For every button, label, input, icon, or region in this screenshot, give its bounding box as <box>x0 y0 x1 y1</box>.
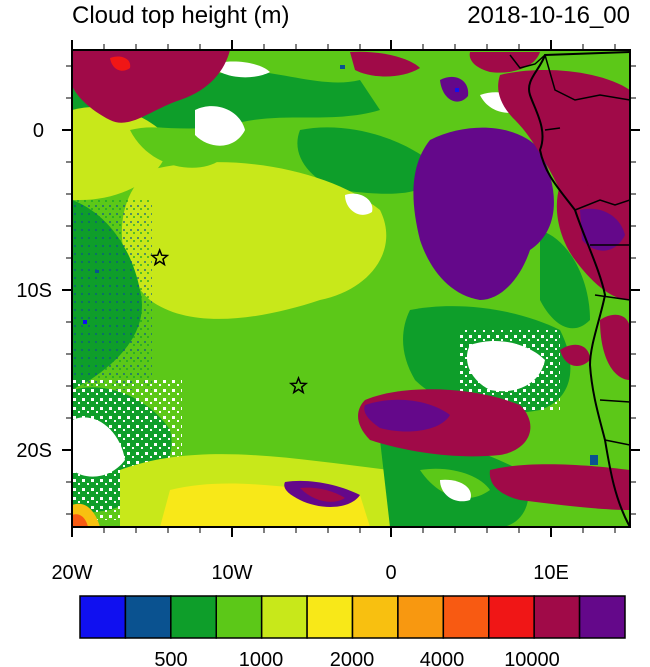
colorbar-swatch <box>397 595 445 639</box>
coastline <box>528 51 630 527</box>
colorbar-swatch <box>79 595 127 639</box>
colorbar-swatch <box>442 595 490 639</box>
colorbar-swatch <box>351 595 399 639</box>
plot-frame <box>71 49 631 528</box>
map-title: Cloud top height (m) <box>72 2 290 29</box>
star-marker-icon <box>288 375 309 395</box>
colorbar-swatch <box>488 595 535 639</box>
lat-label-10s: 10S <box>16 280 52 302</box>
map-datetime: 2018-10-16_00 <box>467 2 630 29</box>
lon-label-10w: 10W <box>211 562 252 584</box>
colorbar-swatch <box>533 595 581 639</box>
colorbar-tick-label: 4000 <box>420 649 465 667</box>
colorbar-swatch <box>260 595 308 639</box>
station-markers <box>150 247 309 395</box>
colorbar-swatch <box>215 595 263 639</box>
colorbar-swatch <box>578 595 626 639</box>
axis-ticks <box>62 40 640 537</box>
cloud-field <box>72 50 630 527</box>
colorbar-tick-label: 10000 <box>504 649 560 667</box>
colorbar-tick-label: 2000 <box>330 649 375 667</box>
country-borders <box>544 54 630 446</box>
colorbar-swatch <box>170 595 217 639</box>
colorbar-tick-label: 500 <box>154 649 187 667</box>
colorbar <box>79 595 626 639</box>
colorbar-tick-label: 1000 <box>239 649 284 667</box>
lat-label-20s: 20S <box>16 440 52 462</box>
lon-label-0: 0 <box>385 562 396 584</box>
lon-label-20w: 20W <box>51 562 92 584</box>
colorbar-swatch <box>306 595 354 639</box>
lat-label-0: 0 <box>33 120 44 142</box>
colorbar-swatch <box>124 595 172 639</box>
lon-label-10e: 10E <box>533 562 569 584</box>
star-marker-icon <box>150 247 170 267</box>
